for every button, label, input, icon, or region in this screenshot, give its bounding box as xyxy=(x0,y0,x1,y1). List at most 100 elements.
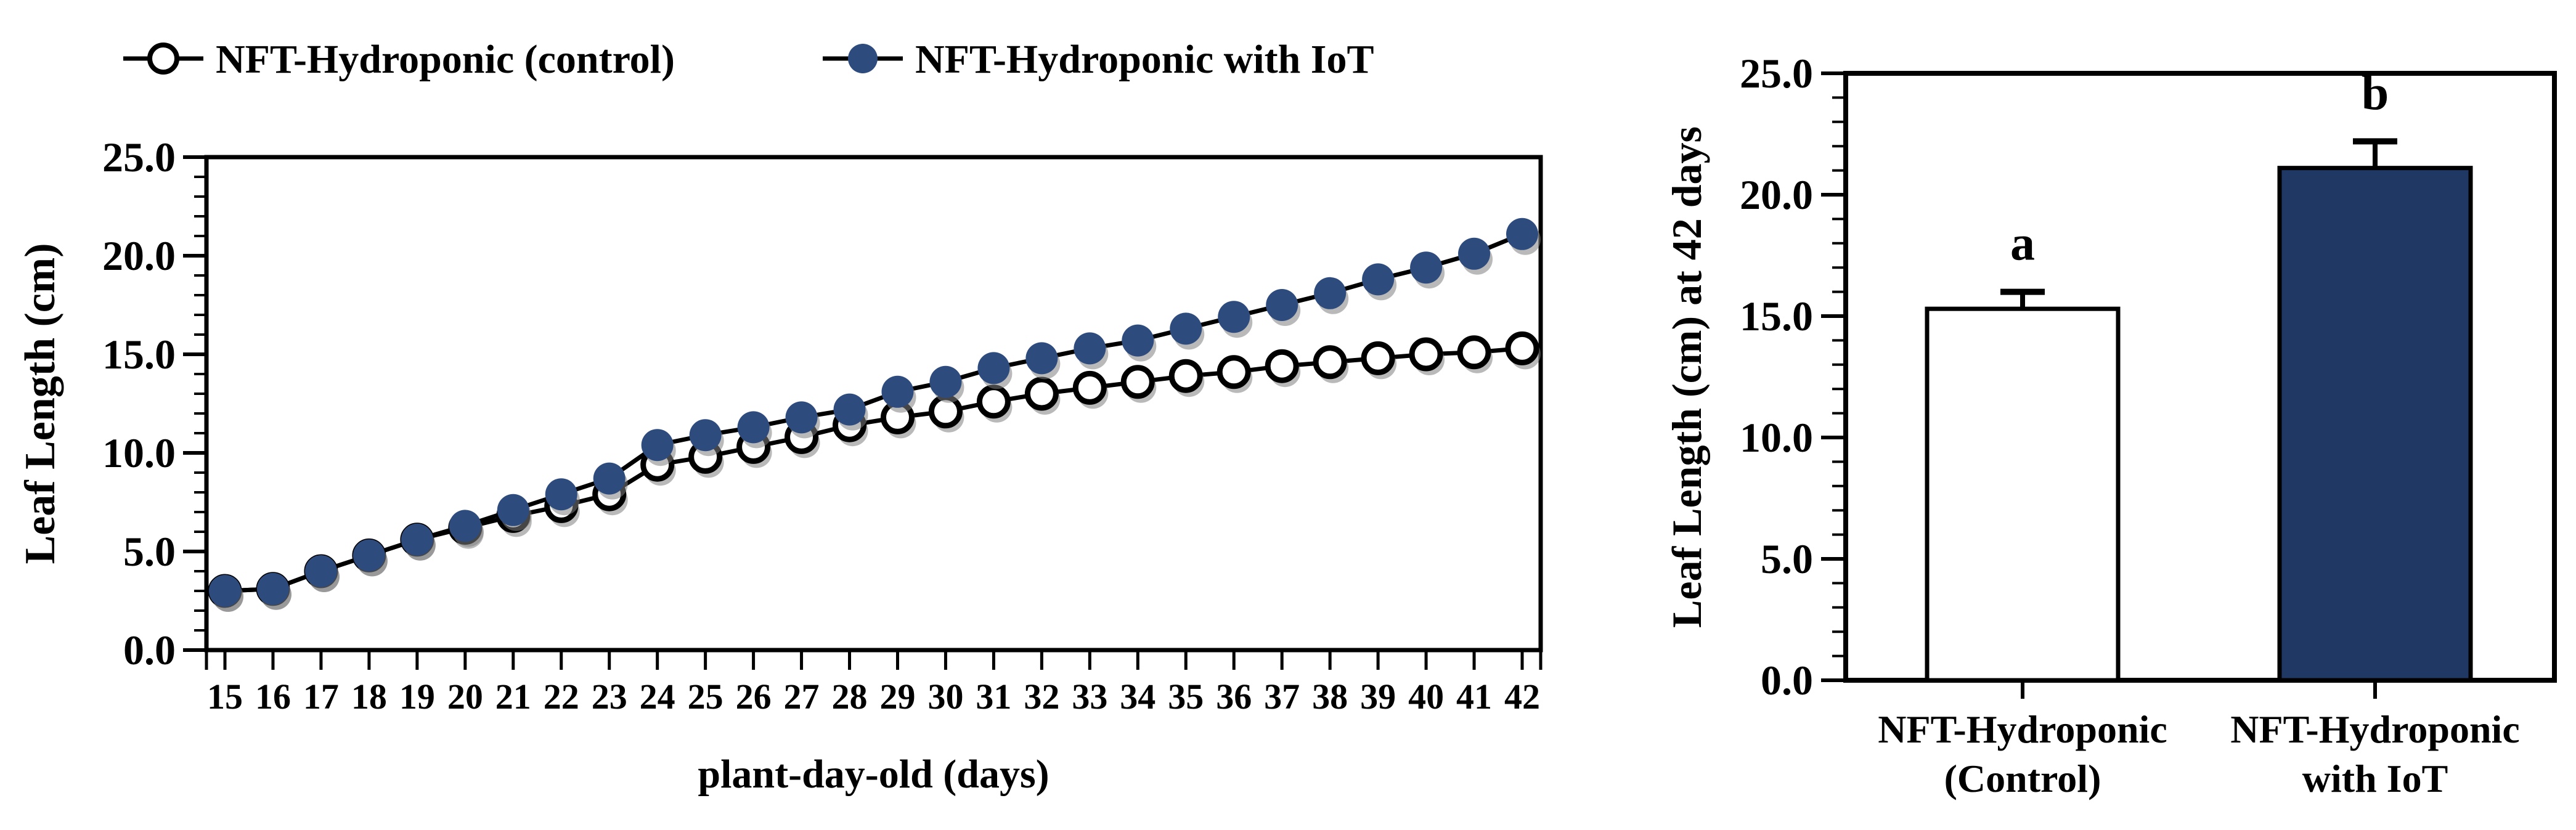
data-point-filled xyxy=(1218,301,1250,333)
data-point-filled xyxy=(737,411,770,444)
data-point-open xyxy=(1072,370,1107,405)
x-tick-label: 37 xyxy=(1264,677,1300,717)
data-point-open xyxy=(976,384,1011,419)
x-tick-label: 27 xyxy=(784,677,820,717)
data-point-filled xyxy=(449,510,481,542)
x-tick-label: 30 xyxy=(927,677,963,717)
data-point-open xyxy=(1120,365,1155,399)
bar-control xyxy=(1925,306,2121,683)
x-tick-label: 34 xyxy=(1120,677,1156,717)
data-point-filled xyxy=(1506,218,1538,250)
line-chart-svg: NFT-Hydroponic (control) NFT-Hydroponic w… xyxy=(17,37,1543,797)
legend-label: NFT-Hydroponic (control) xyxy=(216,37,675,82)
x-tick-label: 32 xyxy=(1024,677,1059,717)
x-tick-label: 29 xyxy=(879,677,915,717)
y-tick-label: 15.0 xyxy=(102,331,176,378)
x-axis: 15 16 17 18 19 20 21 22 23 24 25 26 27 28 29 30 31 32 33 34… xyxy=(205,650,1543,717)
x-tick-label: 24 xyxy=(640,677,675,717)
y-tick-label: 0.0 xyxy=(123,627,176,673)
data-point-open xyxy=(1409,337,1443,372)
y-axis-title: Leaf Length (cm) xyxy=(17,243,64,564)
plot-frame xyxy=(204,155,1543,653)
series-markers xyxy=(209,218,1541,612)
x-tick-label: 38 xyxy=(1312,677,1348,717)
data-point-filled xyxy=(401,523,433,556)
data-point-filled xyxy=(1170,312,1202,345)
data-point-filled xyxy=(1025,342,1058,375)
x-tick-label: 26 xyxy=(736,677,772,717)
series-iot xyxy=(209,218,1541,612)
x-tick-label: 16 xyxy=(255,677,291,717)
data-point-filled xyxy=(1362,263,1395,296)
data-point-filled xyxy=(256,572,289,605)
x-tick-label: 15 xyxy=(207,677,243,717)
series-control xyxy=(208,331,1541,612)
category-label: NFT-Hydroponic xyxy=(2230,707,2519,751)
category-label: with IoT xyxy=(2302,757,2448,800)
data-point-open xyxy=(1168,359,1203,393)
y-tick-label: 25.0 xyxy=(1740,50,1813,97)
line-chart-figure: NFT-Hydroponic (control) NFT-Hydroponic w… xyxy=(17,37,1543,797)
data-point-open xyxy=(1457,335,1491,370)
x-tick-label: 42 xyxy=(1504,677,1540,717)
data-point-open xyxy=(1361,341,1395,375)
data-point-filled xyxy=(497,494,529,526)
x-tick-label: 40 xyxy=(1408,677,1444,717)
x-tick-label: 31 xyxy=(976,677,1011,717)
series-line xyxy=(224,232,1523,593)
data-point-filled xyxy=(1266,289,1298,321)
x-tick-label: 23 xyxy=(592,677,627,717)
y-tick-label: 15.0 xyxy=(1740,293,1813,340)
x-tick-label: 20 xyxy=(447,677,483,717)
x-tick-label: 21 xyxy=(495,677,531,717)
data-point-filled xyxy=(353,539,385,572)
y-tick-label: 20.0 xyxy=(1740,171,1813,218)
data-point-filled xyxy=(1122,324,1154,357)
x-tick-label: 17 xyxy=(303,677,339,717)
x-tick-label: 33 xyxy=(1072,677,1107,717)
y-tick-label: 20.0 xyxy=(102,232,176,279)
data-point-filled xyxy=(881,375,914,408)
data-point-open xyxy=(1505,331,1539,365)
data-point-filled xyxy=(209,575,241,607)
filled-circle-icon xyxy=(848,44,878,73)
x-tick-label: 19 xyxy=(399,677,435,717)
series-markers xyxy=(208,331,1541,612)
y-axis: 0.0 5.0 10.0 15.0 20.0 25.0 xyxy=(102,134,206,673)
x-tick-label: 18 xyxy=(351,677,387,717)
legend-item: NFT-Hydroponic (control) xyxy=(123,37,675,82)
y-axis-title: Leaf Length (cm) at 42 days xyxy=(1663,126,1710,628)
x-tick-label: 36 xyxy=(1216,677,1252,717)
bar-group: b xyxy=(2277,66,2473,699)
legend-label: NFT-Hydroponic with IoT xyxy=(915,37,1374,82)
open-circle-icon xyxy=(147,43,179,75)
data-point-filled xyxy=(929,365,962,398)
x-tick-label: 25 xyxy=(688,677,723,717)
significance-letter: a xyxy=(2010,217,2035,271)
significance-letter: b xyxy=(2362,66,2389,120)
data-point-open xyxy=(1313,345,1347,380)
y-tick-label: 10.0 xyxy=(1740,414,1813,461)
category-label: NFT-Hydroponic xyxy=(1878,707,2167,751)
x-axis-title: plant-day-old (days) xyxy=(698,752,1049,797)
legend: NFT-Hydroponic (control) NFT-Hydroponic w… xyxy=(123,37,1374,82)
y-tick-label: 5.0 xyxy=(123,528,176,575)
y-tick-label: 0.0 xyxy=(1761,657,1813,704)
category-label: (Control) xyxy=(1944,757,2101,800)
data-point-filled xyxy=(593,462,626,495)
y-tick-label: 25.0 xyxy=(102,134,176,181)
y-axis: 0.0 5.0 10.0 15.0 20.0 25.0 xyxy=(1740,50,1846,704)
data-point-filled xyxy=(833,393,866,426)
x-tick-label: 39 xyxy=(1360,677,1396,717)
data-point-filled xyxy=(304,555,337,587)
x-tick-label: 28 xyxy=(832,677,868,717)
data-point-filled xyxy=(1410,251,1443,284)
data-point-filled xyxy=(1314,277,1347,309)
data-point-open xyxy=(1024,376,1059,411)
y-tick-label: 10.0 xyxy=(102,429,176,476)
data-point-filled xyxy=(977,352,1010,384)
bar-group: a xyxy=(1925,217,2121,699)
data-point-filled xyxy=(641,429,674,462)
data-point-filled xyxy=(689,419,722,452)
x-tick-label: 22 xyxy=(544,677,579,717)
